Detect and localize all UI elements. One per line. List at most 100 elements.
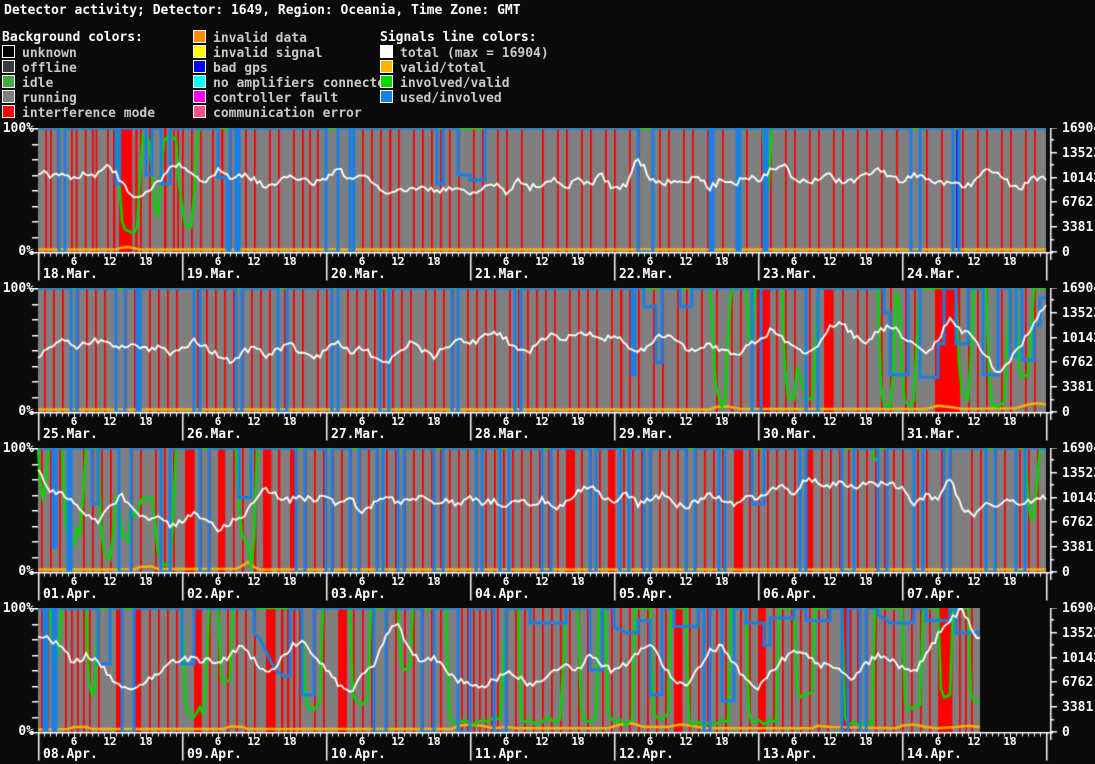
hour-tick-label: 12 xyxy=(823,255,837,268)
hour-tick-label: 6 xyxy=(358,735,366,748)
legend-item-label: total (max = 16904) xyxy=(400,46,549,61)
valid-total-line-color-swatch xyxy=(380,60,393,73)
hour-tick-label: 12 xyxy=(103,415,117,428)
controller-fault-color-swatch xyxy=(193,90,206,103)
hour-tick-label: 6 xyxy=(358,255,366,268)
hour-tick-label: 6 xyxy=(214,575,222,588)
hour-tick-label: 18 xyxy=(427,735,441,748)
date-label: 04.Apr. xyxy=(475,587,530,602)
right-axis-count-label: 13523 xyxy=(1062,625,1095,641)
hour-tick-label: 18 xyxy=(571,415,585,428)
hour-tick-label: 6 xyxy=(70,415,78,428)
legend-item-label: used/involved xyxy=(400,91,502,106)
hour-tick-label: 12 xyxy=(391,415,405,428)
legend-item-label: no amplifiers connected xyxy=(213,76,394,91)
hour-tick-label: 6 xyxy=(646,575,654,588)
hour-tick-label: 12 xyxy=(967,735,981,748)
legend-item-communication-error: communication error xyxy=(193,105,362,121)
legend-item-label: offline xyxy=(22,61,77,76)
hour-tick-label: 18 xyxy=(139,415,153,428)
hour-tick-label: 6 xyxy=(70,575,78,588)
right-axis-count-label: 0 xyxy=(1062,245,1070,260)
hour-tick-label: 18 xyxy=(283,255,297,268)
legend-item-idle: idle xyxy=(2,75,54,91)
legend-item-label: invalid signal xyxy=(213,46,323,61)
legend-item-invalid-data: invalid data xyxy=(193,30,307,46)
legend-item-controller-fault: controller fault xyxy=(193,90,338,106)
bad-gps-color-swatch xyxy=(193,60,206,73)
hour-tick-label: 6 xyxy=(790,255,798,268)
hour-tick-label: 18 xyxy=(1003,255,1017,268)
date-label: 03.Apr. xyxy=(331,587,386,602)
hour-tick-label: 18 xyxy=(859,415,873,428)
hour-tick-label: 18 xyxy=(427,575,441,588)
hour-tick-label: 18 xyxy=(139,255,153,268)
legend-item-label: idle xyxy=(22,76,54,91)
hour-tick-label: 6 xyxy=(358,575,366,588)
right-axis-count-label: 10142 xyxy=(1062,170,1095,186)
hour-tick-label: 12 xyxy=(391,735,405,748)
hour-tick-label: 12 xyxy=(535,255,549,268)
right-axis-count-label: 0 xyxy=(1062,725,1070,740)
offline-color-swatch xyxy=(2,60,15,73)
hour-tick-label: 6 xyxy=(502,735,510,748)
hour-tick-label: 12 xyxy=(823,735,837,748)
date-label: 23.Mar. xyxy=(763,267,818,282)
unknown-color-swatch xyxy=(2,45,15,58)
legend-item-label: unknown xyxy=(22,46,77,61)
strip-1-plot-canvas xyxy=(0,128,1095,286)
hour-tick-label: 18 xyxy=(283,735,297,748)
hour-tick-label: 18 xyxy=(859,735,873,748)
right-axis-count-label: 16904 xyxy=(1062,441,1095,456)
right-axis-count-label: 16904 xyxy=(1062,601,1095,616)
hour-tick-label: 12 xyxy=(679,575,693,588)
date-label: 30.Mar. xyxy=(763,427,818,442)
hour-tick-label: 18 xyxy=(427,255,441,268)
date-label: 26.Mar. xyxy=(187,427,242,442)
date-label: 21.Mar. xyxy=(475,267,530,282)
date-label: 20.Mar. xyxy=(331,267,386,282)
activity-strip-week-2: 100% 0% 0 3381 6762 10142 13523 16904 6 12 18 25.Ma… xyxy=(0,282,1095,448)
date-label: 01.Apr. xyxy=(43,587,98,602)
no-amplifiers-color-swatch xyxy=(193,75,206,88)
hour-tick-label: 6 xyxy=(214,735,222,748)
right-axis-count-label: 3381 xyxy=(1062,220,1094,236)
page-title: Detector activity; Detector: 1649, Regio… xyxy=(4,3,521,18)
date-label: 12.Apr. xyxy=(619,747,674,762)
legend-item-valid-total: valid/total xyxy=(380,60,486,76)
hour-tick-label: 12 xyxy=(103,735,117,748)
right-axis-count-label: 6762 xyxy=(1062,195,1094,211)
hour-tick-label: 6 xyxy=(934,735,942,748)
hour-tick-label: 18 xyxy=(859,255,873,268)
date-label: 07.Apr. xyxy=(907,587,962,602)
activity-strip-week-1: 100% 0% 0 3381 6762 10142 13523 16904 6 12 18 18.Ma… xyxy=(0,122,1095,288)
date-label: 18.Mar. xyxy=(43,267,98,282)
right-axis-count-label: 3381 xyxy=(1062,540,1094,556)
hour-tick-label: 18 xyxy=(715,575,729,588)
legend-item-running: running xyxy=(2,90,77,106)
right-axis-count-label: 0 xyxy=(1062,405,1070,420)
date-label: 08.Apr. xyxy=(43,747,98,762)
hour-tick-label: 12 xyxy=(391,255,405,268)
hour-tick-label: 18 xyxy=(859,575,873,588)
legend-item-label: running xyxy=(22,91,77,106)
right-axis-count-label: 13523 xyxy=(1062,305,1095,321)
y-axis-100pct-label: 100% xyxy=(2,121,34,136)
hour-tick-label: 12 xyxy=(823,415,837,428)
y-axis-100pct-label: 100% xyxy=(2,601,34,616)
y-axis-0pct-label: 0% xyxy=(18,244,34,259)
date-label: 19.Mar. xyxy=(187,267,242,282)
hour-tick-label: 18 xyxy=(139,575,153,588)
hour-tick-label: 6 xyxy=(790,575,798,588)
hour-tick-label: 6 xyxy=(646,415,654,428)
legend-item-label: interference mode xyxy=(22,106,156,121)
hour-tick-label: 12 xyxy=(247,575,261,588)
hour-tick-label: 12 xyxy=(967,415,981,428)
legend-item-offline: offline xyxy=(2,60,77,76)
hour-tick-label: 18 xyxy=(139,735,153,748)
right-axis-count-label: 13523 xyxy=(1062,465,1095,481)
date-label: 27.Mar. xyxy=(331,427,386,442)
hour-tick-label: 18 xyxy=(715,255,729,268)
total-line-color-swatch xyxy=(380,45,393,58)
